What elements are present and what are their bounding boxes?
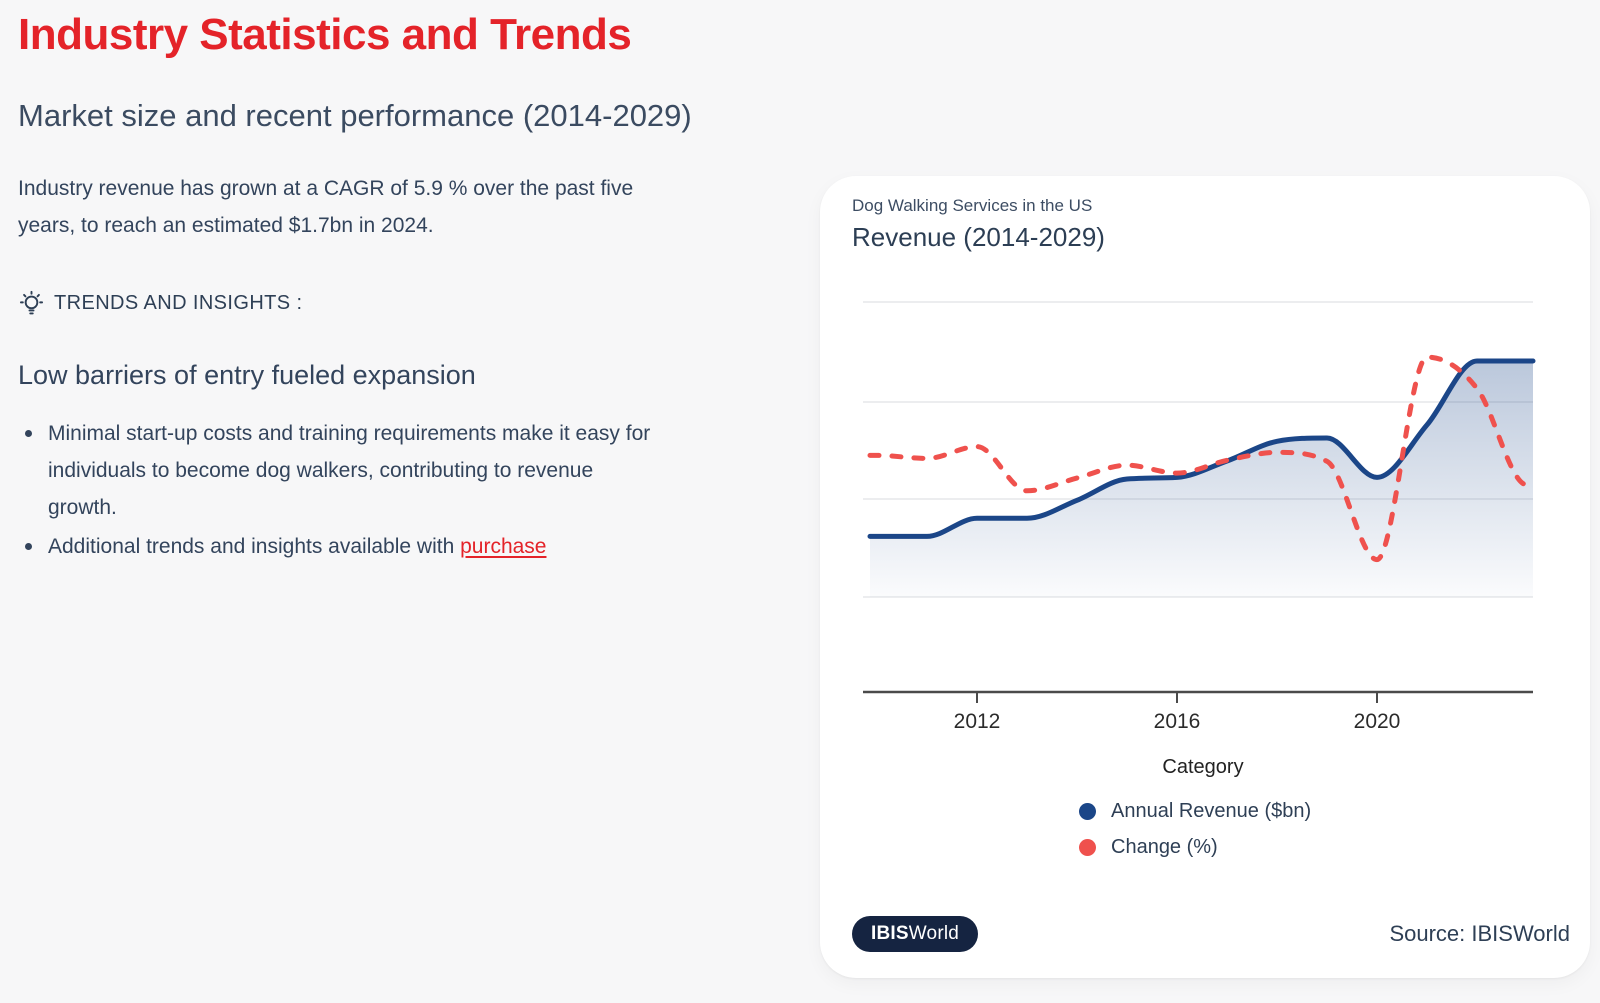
trends-label: TRENDS AND INSIGHTS : xyxy=(54,292,303,314)
page-title: Industry Statistics and Trends xyxy=(18,10,632,59)
x-tick-label: 2016 xyxy=(1153,710,1201,733)
legend-label: Annual Revenue ($bn) xyxy=(1111,800,1312,822)
x-axis-ticks xyxy=(976,692,1378,703)
list-item: Additional trends and insights available… xyxy=(18,528,663,565)
legend-item-change: Change (%) xyxy=(1079,836,1311,859)
bullet-text: Additional trends and insights available… xyxy=(48,535,461,558)
insight-list: Minimal start-up costs and training requ… xyxy=(18,415,663,565)
card-footer: IBISWorld Source: IBISWorld xyxy=(852,916,1570,952)
intro-paragraph: Industry revenue has grown at a CAGR of … xyxy=(18,177,634,237)
x-axis-title: Category xyxy=(1162,756,1244,778)
logo-text-regular: World xyxy=(908,923,960,944)
trends-and-insights-row: TRENDS AND INSIGHTS : xyxy=(18,290,798,317)
insight-heading: Low barriers of entry fueled expansion xyxy=(18,360,476,390)
section-heading: Market size and recent performance (2014… xyxy=(18,98,692,133)
chart-legend: Annual Revenue ($bn) Change (%) xyxy=(1079,800,1311,872)
revenue-chart xyxy=(863,301,1536,703)
lightbulb-icon xyxy=(19,290,44,315)
chart-card: Dog Walking Services in the US Revenue (… xyxy=(820,176,1590,978)
logo-text-bold: IBIS xyxy=(871,923,909,944)
revenue-line xyxy=(867,358,1536,539)
legend-item-revenue: Annual Revenue ($bn) xyxy=(1079,800,1311,823)
ibisworld-logo: IBISWorld xyxy=(852,916,979,952)
x-tick-label: 2012 xyxy=(953,710,1001,733)
report-text-column: Industry Statistics and Trends Market si… xyxy=(18,0,798,565)
change-line xyxy=(867,354,1536,563)
list-item: Minimal start-up costs and training requ… xyxy=(18,415,663,526)
legend-label: Change (%) xyxy=(1111,836,1218,858)
change-legend-dot-icon xyxy=(1079,839,1096,856)
chart-kicker: Dog Walking Services in the US xyxy=(852,196,1093,215)
source-attribution: Source: IBISWorld xyxy=(1389,921,1570,946)
purchase-link[interactable]: purchase xyxy=(460,535,547,558)
revenue-area xyxy=(870,361,1533,597)
x-tick-label: 2020 xyxy=(1353,710,1401,733)
chart-title: Revenue (2014-2029) xyxy=(852,222,1105,252)
revenue-legend-dot-icon xyxy=(1079,803,1096,820)
